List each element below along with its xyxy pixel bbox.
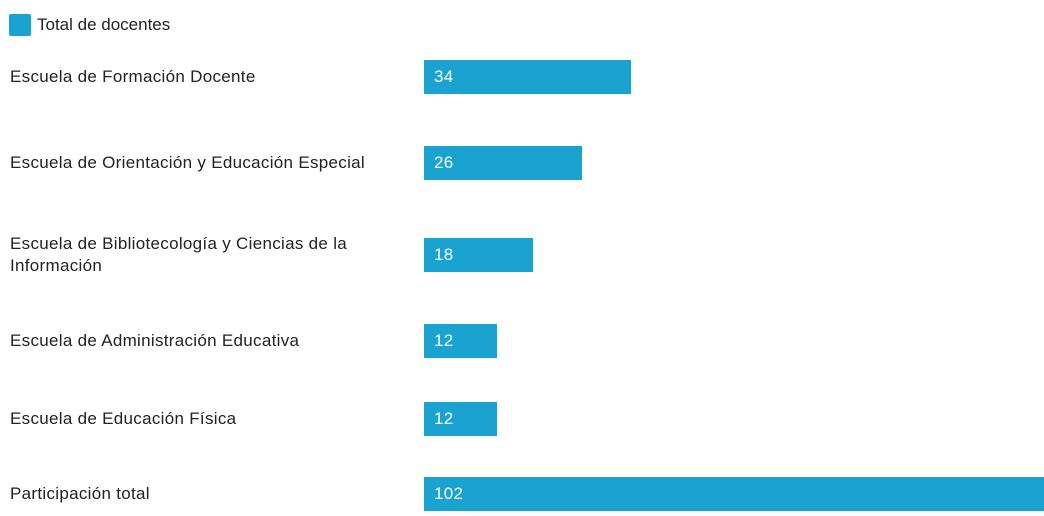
bar: 34 — [424, 60, 631, 94]
data-label: 34 — [434, 67, 454, 86]
data-label: 12 — [434, 409, 454, 428]
bar: 102 — [424, 477, 1044, 511]
bar: 12 — [424, 324, 497, 358]
legend: Total de docentes — [9, 14, 170, 36]
category-label: Escuela de Bibliotecología y Ciencias de… — [10, 234, 348, 275]
bar: 26 — [424, 146, 583, 180]
data-label: 12 — [434, 331, 454, 350]
data-label: 102 — [434, 484, 464, 503]
bar: 18 — [424, 238, 534, 272]
legend-swatch — [9, 14, 31, 36]
category-label: Escuela de Orientación y Educación Espec… — [10, 153, 365, 172]
data-label: 26 — [434, 153, 454, 172]
category-label: Participación total — [10, 484, 150, 503]
bar: 12 — [424, 402, 497, 436]
category-label: Escuela de Administración Educativa — [10, 331, 300, 350]
data-label: 18 — [434, 245, 454, 264]
legend-label: Total de docentes — [37, 15, 171, 34]
category-label: Escuela de Formación Docente — [10, 67, 256, 86]
category-label: Escuela de Educación Física — [10, 409, 237, 428]
